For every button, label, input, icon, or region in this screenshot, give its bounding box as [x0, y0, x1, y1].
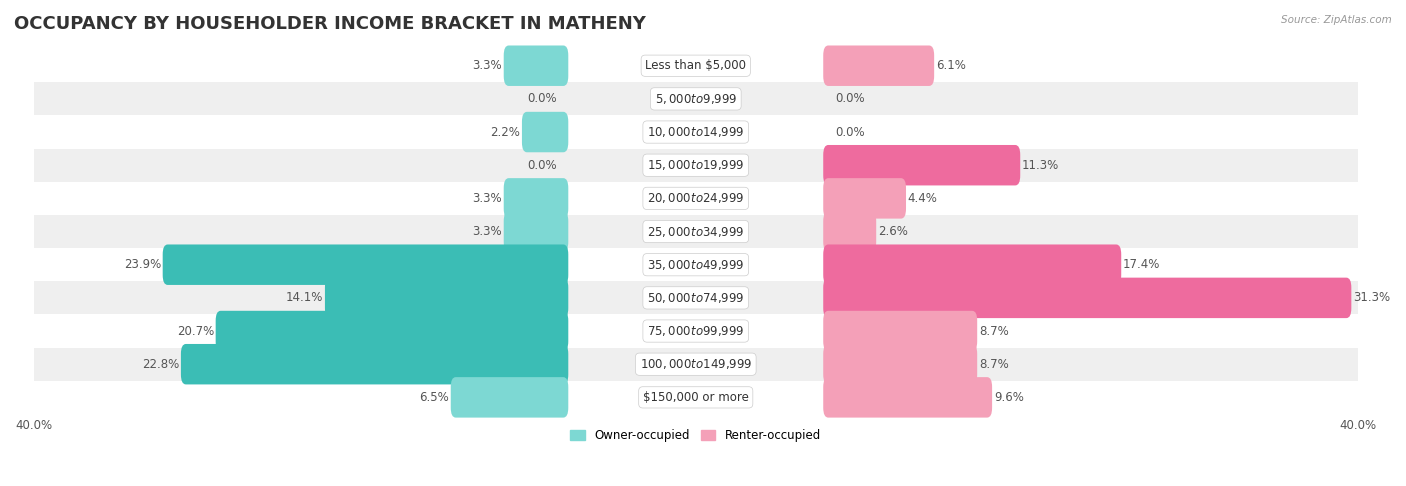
Text: $100,000 to $149,999: $100,000 to $149,999 [640, 357, 752, 371]
Text: 3.3%: 3.3% [472, 59, 502, 72]
Text: 14.1%: 14.1% [285, 292, 323, 304]
Bar [828, 155, 837, 175]
FancyBboxPatch shape [824, 311, 977, 351]
Bar [34, 381, 1358, 414]
Text: 40.0%: 40.0% [1340, 419, 1376, 432]
Bar [828, 55, 837, 76]
Text: 3.3%: 3.3% [472, 192, 502, 205]
Bar [828, 387, 837, 408]
Text: 0.0%: 0.0% [527, 92, 557, 105]
FancyBboxPatch shape [824, 278, 1351, 318]
Bar [34, 281, 1358, 314]
Text: OCCUPANCY BY HOUSEHOLDER INCOME BRACKET IN MATHENY: OCCUPANCY BY HOUSEHOLDER INCOME BRACKET … [14, 15, 645, 33]
Text: 3.3%: 3.3% [472, 225, 502, 238]
Text: 20.7%: 20.7% [177, 325, 214, 338]
Text: $150,000 or more: $150,000 or more [643, 391, 749, 404]
Bar [34, 182, 1358, 215]
Text: 22.8%: 22.8% [142, 358, 179, 371]
Text: 11.3%: 11.3% [1022, 159, 1059, 172]
Bar [555, 387, 564, 408]
Text: 23.9%: 23.9% [124, 258, 162, 271]
Bar [828, 188, 837, 208]
FancyBboxPatch shape [824, 46, 934, 86]
Bar [34, 314, 1358, 347]
Bar [34, 248, 1358, 281]
Bar [34, 347, 1358, 381]
Text: $25,000 to $34,999: $25,000 to $34,999 [647, 225, 745, 239]
FancyBboxPatch shape [824, 178, 905, 219]
Text: 8.7%: 8.7% [979, 325, 1008, 338]
Bar [555, 288, 564, 308]
Text: $75,000 to $99,999: $75,000 to $99,999 [647, 324, 745, 338]
FancyBboxPatch shape [824, 244, 1121, 285]
Bar [555, 321, 564, 341]
Text: 4.4%: 4.4% [908, 192, 938, 205]
Bar [34, 149, 1358, 182]
Bar [555, 221, 564, 242]
Text: 0.0%: 0.0% [835, 125, 865, 139]
Text: 2.6%: 2.6% [877, 225, 908, 238]
FancyBboxPatch shape [181, 344, 568, 384]
Legend: Owner-occupied, Renter-occupied: Owner-occupied, Renter-occupied [565, 424, 825, 447]
Text: $50,000 to $74,999: $50,000 to $74,999 [647, 291, 745, 305]
Text: $35,000 to $49,999: $35,000 to $49,999 [647, 258, 745, 272]
Text: 31.3%: 31.3% [1353, 292, 1391, 304]
Bar [555, 188, 564, 208]
Text: 0.0%: 0.0% [835, 92, 865, 105]
Bar [828, 354, 837, 375]
Bar [34, 82, 1358, 116]
Text: 17.4%: 17.4% [1123, 258, 1160, 271]
Text: $20,000 to $24,999: $20,000 to $24,999 [647, 191, 745, 206]
Bar [555, 354, 564, 375]
FancyBboxPatch shape [503, 178, 568, 219]
Text: 6.5%: 6.5% [419, 391, 449, 404]
Text: 6.1%: 6.1% [936, 59, 966, 72]
FancyBboxPatch shape [451, 377, 568, 417]
Bar [34, 49, 1358, 82]
Text: 0.0%: 0.0% [527, 159, 557, 172]
FancyBboxPatch shape [503, 46, 568, 86]
Bar [555, 55, 564, 76]
Bar [34, 116, 1358, 149]
Bar [828, 321, 837, 341]
Text: Source: ZipAtlas.com: Source: ZipAtlas.com [1281, 15, 1392, 25]
FancyBboxPatch shape [824, 145, 1021, 186]
Text: Less than $5,000: Less than $5,000 [645, 59, 747, 72]
Text: $10,000 to $14,999: $10,000 to $14,999 [647, 125, 745, 139]
Bar [828, 255, 837, 275]
FancyBboxPatch shape [824, 211, 876, 252]
Bar [555, 255, 564, 275]
FancyBboxPatch shape [163, 244, 568, 285]
FancyBboxPatch shape [503, 211, 568, 252]
Text: 40.0%: 40.0% [15, 419, 52, 432]
FancyBboxPatch shape [522, 112, 568, 152]
FancyBboxPatch shape [215, 311, 568, 351]
Bar [828, 288, 837, 308]
Text: $15,000 to $19,999: $15,000 to $19,999 [647, 158, 745, 172]
Bar [828, 221, 837, 242]
FancyBboxPatch shape [325, 278, 568, 318]
Text: 2.2%: 2.2% [491, 125, 520, 139]
FancyBboxPatch shape [824, 344, 977, 384]
Text: $5,000 to $9,999: $5,000 to $9,999 [655, 92, 737, 106]
Bar [555, 122, 564, 142]
Text: 9.6%: 9.6% [994, 391, 1024, 404]
FancyBboxPatch shape [824, 377, 993, 417]
Bar [34, 215, 1358, 248]
Text: 8.7%: 8.7% [979, 358, 1008, 371]
